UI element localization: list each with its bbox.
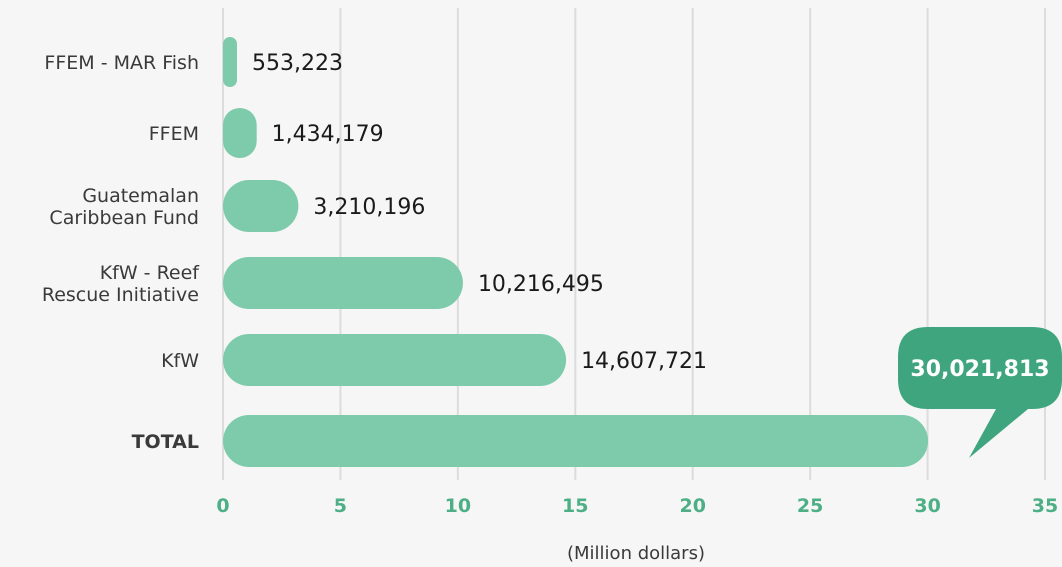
bar [223,108,257,158]
value-label: 1,434,179 [272,122,384,147]
category-label: KfW [161,350,199,372]
category-labels: FFEM - MAR Fish FFEM Guatemalan Caribbean F… [42,52,200,453]
bars [223,37,929,467]
bar [223,257,463,309]
x-tick-label: 10 [445,495,471,517]
x-tick-label: 20 [679,495,705,517]
x-tick-label: 15 [562,495,588,517]
value-label: 10,216,495 [478,272,604,297]
x-axis-title: (Million dollars) [567,543,705,564]
bar [223,415,929,467]
category-label: TOTAL [132,431,199,453]
category-label: FFEM [149,123,199,145]
category-label: KfW - Reef Rescue Initiative [42,262,200,306]
x-tick-label: 30 [914,495,940,517]
value-label: 3,210,196 [313,195,425,220]
x-tick-label: 5 [334,495,347,517]
x-tick-label: 25 [797,495,823,517]
x-tick-label: 35 [1032,495,1058,517]
category-label: FFEM - MAR Fish [44,52,199,74]
value-label: 14,607,721 [581,349,707,374]
x-tick-label: 0 [216,495,229,517]
callout-value-label: 30,021,813 [910,357,1049,382]
bar [223,37,237,87]
total-callout: 30,021,813 [898,327,1062,458]
gridlines [222,8,1046,480]
callout-bubble [898,327,1062,458]
x-tick-labels: 0 5 10 15 20 25 30 35 [216,495,1058,517]
value-label: 553,223 [252,51,343,76]
bar [223,334,567,386]
bar [223,180,299,232]
value-labels: 553,223 1,434,179 3,210,196 10,216,495 14,60… [252,51,707,374]
category-label: Guatemalan Caribbean Fund [49,185,199,229]
